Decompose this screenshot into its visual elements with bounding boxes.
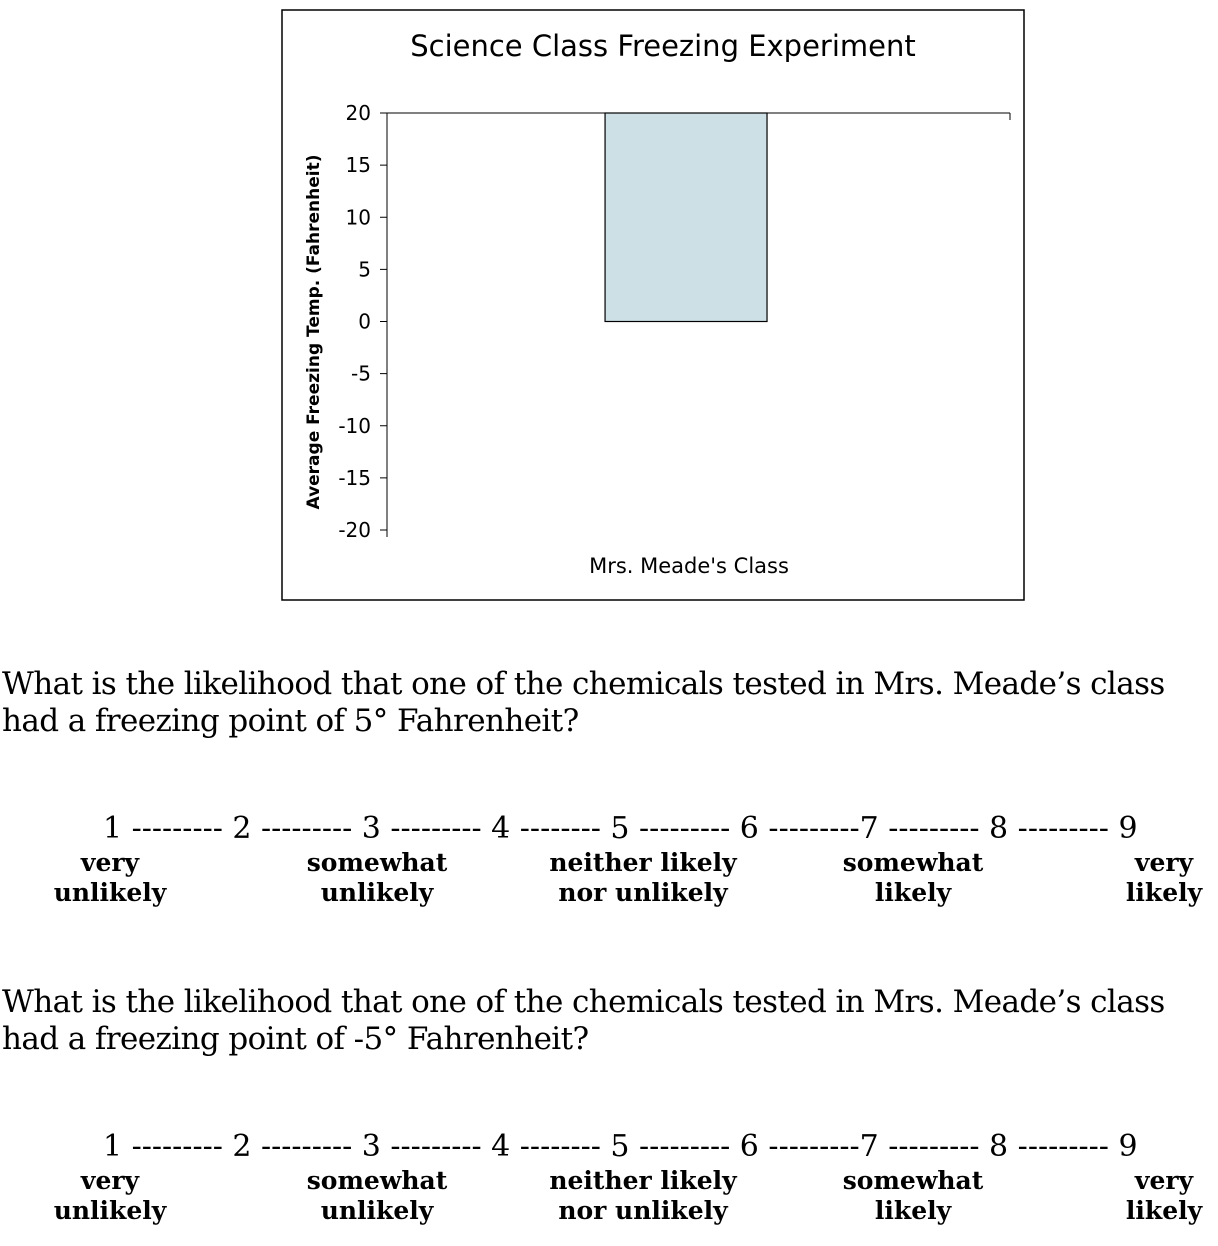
x-category-label: Mrs. Meade's Class xyxy=(589,554,789,578)
y-axis-ticks: 20 15 10 5 0 -5 -10 -15 -20 xyxy=(338,101,387,542)
anchor-line: likely xyxy=(1125,878,1203,907)
anchor-line: neither likely xyxy=(549,848,737,877)
question-1-text: What is the likelihood that one of the c… xyxy=(2,666,1165,739)
anchor-line: unlikely xyxy=(53,1196,167,1225)
anchor-line: likely xyxy=(874,878,952,907)
anchor-line: likely xyxy=(874,1196,952,1225)
anchor-line: somewhat xyxy=(306,1166,448,1195)
anchor-line: nor unlikely xyxy=(558,878,728,907)
y-tick-label: 10 xyxy=(346,205,371,229)
anchor-line: unlikely xyxy=(320,878,434,907)
question-2-text: What is the likelihood that one of the c… xyxy=(2,984,1165,1057)
y-tick-label: 15 xyxy=(346,153,371,177)
scale-1-numbers: 1 --------- 2 --------- 3 --------- 4 --… xyxy=(103,811,1138,846)
anchor-line: nor unlikely xyxy=(558,1196,728,1225)
anchor-line: unlikely xyxy=(53,878,167,907)
y-tick-label: 20 xyxy=(346,101,371,125)
scale-2-anchor-somewhat-likely: somewhat likely xyxy=(803,1166,1023,1226)
bar xyxy=(604,112,768,323)
y-tick-label: -5 xyxy=(351,362,371,386)
y-tick-label: -20 xyxy=(338,518,371,542)
bar-chart: Science Class Freezing Experiment Averag… xyxy=(281,9,1025,601)
scale-1-anchor-somewhat-likely: somewhat likely xyxy=(803,848,1023,908)
anchor-line: neither likely xyxy=(549,1166,737,1195)
scale-1-anchor-somewhat-unlikely: somewhat unlikely xyxy=(267,848,487,908)
anchor-line: somewhat xyxy=(842,848,984,877)
anchor-line: very xyxy=(1134,1166,1194,1195)
y-tick-label: -10 xyxy=(338,414,371,438)
anchor-line: likely xyxy=(1125,1196,1203,1225)
scale-2-anchor-somewhat-unlikely: somewhat unlikely xyxy=(267,1166,487,1226)
anchor-line: somewhat xyxy=(306,848,448,877)
likert-scale-2: 1 --------- 2 --------- 3 --------- 4 --… xyxy=(0,1130,1218,1230)
scale-1-anchor-very-unlikely: very unlikely xyxy=(0,848,220,908)
y-tick-label: 5 xyxy=(358,257,371,281)
chart-title: Science Class Freezing Experiment xyxy=(410,29,916,63)
anchor-line: very xyxy=(1134,848,1194,877)
scale-2-anchor-very-likely: very likely xyxy=(1054,1166,1218,1226)
bar-series xyxy=(604,112,768,323)
likert-scale-1: 1 --------- 2 --------- 3 --------- 4 --… xyxy=(0,812,1218,912)
anchor-line: very xyxy=(80,1166,140,1195)
scale-2-numbers: 1 --------- 2 --------- 3 --------- 4 --… xyxy=(103,1129,1138,1164)
scale-1-anchor-neither: neither likely nor unlikely xyxy=(533,848,753,908)
y-tick-label: -15 xyxy=(338,466,371,490)
y-tick-label: 0 xyxy=(358,310,371,334)
scale-1-anchor-very-likely: very likely xyxy=(1054,848,1218,908)
anchor-line: very xyxy=(80,848,140,877)
anchor-line: unlikely xyxy=(320,1196,434,1225)
anchor-line: somewhat xyxy=(842,1166,984,1195)
scale-2-anchor-neither: neither likely nor unlikely xyxy=(533,1166,753,1226)
y-axis-label: Average Freezing Temp. (Fahrenheit) xyxy=(304,155,324,510)
scale-2-anchor-very-unlikely: very unlikely xyxy=(0,1166,220,1226)
